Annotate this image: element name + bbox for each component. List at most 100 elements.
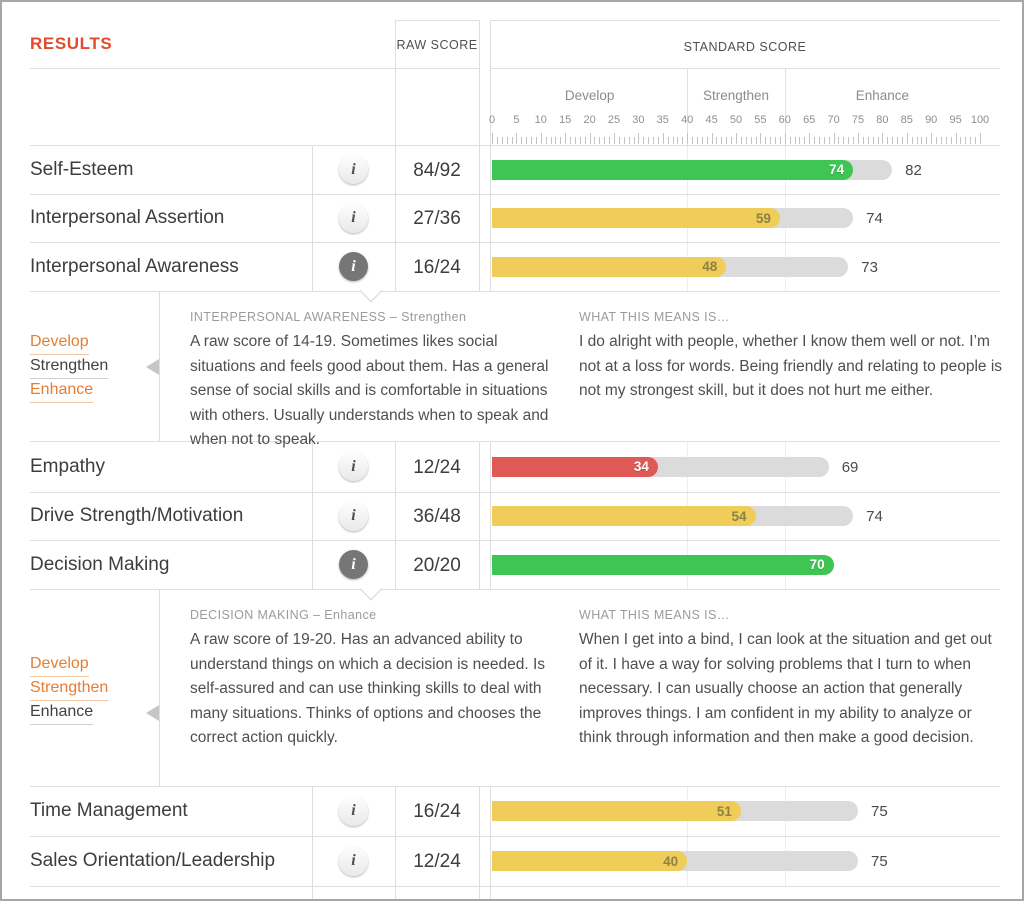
row-label: Self-Esteem [30,158,134,180]
ruler-tick [965,137,966,144]
ruler-tick [868,137,869,144]
ruler-number: 0 [488,114,496,126]
level-link-develop[interactable]: Develop [30,655,89,677]
divider [159,589,160,786]
ruler-tick [853,137,854,144]
ruler-tick [770,137,771,144]
ruler-tick [795,137,796,144]
ruler-number: 15 [559,114,572,126]
ruler-number: 85 [900,114,913,126]
ruler-tick [604,137,605,144]
ruler-tick [580,137,581,144]
divider [395,20,396,291]
ruler-tick [726,137,727,144]
info-button[interactable]: i [339,550,368,579]
ruler-tick [648,137,649,144]
info-button[interactable]: i [339,155,368,184]
ruler-tick [565,133,566,144]
comparison-score-value: 75 [871,853,888,870]
comparison-score-value: 82 [905,161,922,179]
ruler-tick [629,137,630,144]
ruler-tick [653,137,654,144]
score-bar: 70 [492,554,834,575]
ruler-tick [951,137,952,144]
divider [490,20,491,291]
ruler-tick [638,133,639,144]
ruler-tick [892,137,893,144]
ruler-tick [731,137,732,144]
level-link-strengthen[interactable]: Strengthen [30,679,109,701]
ruler-tick [873,137,874,144]
panel-heading: DECISION MAKING – Enhance [190,608,377,622]
ruler-number: 70 [827,114,840,126]
ruler-tick [702,137,703,144]
raw-score-value: 16/24 [413,801,461,822]
panel-pointer-notch [359,279,383,303]
info-button[interactable]: i [339,203,368,233]
info-button[interactable]: i [339,252,368,281]
ruler-tick [609,137,610,144]
ruler-tick [546,137,547,144]
ruler-tick [594,137,595,144]
ruler-tick [555,137,556,144]
score-bar: 59 [492,208,780,228]
ruler-tick [878,137,879,144]
level-link-develop[interactable]: Develop [30,333,89,355]
divider [30,589,1000,590]
standard-score-header: STANDARD SCORE [683,40,807,54]
info-button[interactable]: i [339,846,368,876]
ruler-tick [526,137,527,144]
divider [312,441,313,589]
ruler-tick [658,137,659,144]
ruler-tick [643,137,644,144]
ruler-tick [736,133,737,144]
score-bar: 40 [492,851,688,871]
divider [479,441,480,589]
ruler-tick [687,133,688,144]
ruler-tick [751,137,752,144]
ruler-number: 55 [754,114,767,126]
ruler-tick [677,137,678,144]
page-title: RESULTS [30,34,113,53]
level-link-enhance[interactable]: Enhance [30,381,94,403]
level-link-enhance[interactable]: Enhance [30,703,94,725]
ruler-tick [697,137,698,144]
ruler-tick [624,137,625,144]
score-bar: 74 [492,159,854,180]
row-label: Sales Orientation/Leadership [30,850,276,871]
score-bar: 34 [492,456,658,477]
row-label: Interpersonal Awareness [30,255,239,277]
ruler-tick [829,137,830,144]
comparison-score-value: 73 [861,258,878,276]
ruler-tick [980,133,981,144]
ruler-tick [834,133,835,144]
ruler-tick [819,137,820,144]
info-button[interactable]: i [339,501,368,531]
row-label: Interpersonal Assertion [30,207,225,228]
ruler-tick [975,137,976,144]
divider [395,786,396,899]
divider [490,786,491,899]
ruler-tick [634,137,635,144]
divider [159,291,160,441]
divider [30,68,479,69]
ruler-tick [765,137,766,144]
info-button[interactable]: i [339,452,368,481]
ruler-tick [536,137,537,144]
ruler-tick [858,133,859,144]
level-link-strengthen[interactable]: Strengthen [30,357,109,379]
info-button[interactable]: i [339,796,368,826]
divider [30,540,1000,541]
ruler-tick [809,133,810,144]
ruler-tick [619,137,620,144]
ruler-tick [780,137,781,144]
means-heading: WHAT THIS MEANS IS… [579,310,730,324]
divider [30,836,1000,837]
ruler-tick [741,137,742,144]
ruler-tick [746,137,747,144]
ruler-tick [936,137,937,144]
row-label: Drive Strength/Motivation [30,505,244,526]
ruler-tick [882,133,883,144]
row-label: Empathy [30,455,105,477]
